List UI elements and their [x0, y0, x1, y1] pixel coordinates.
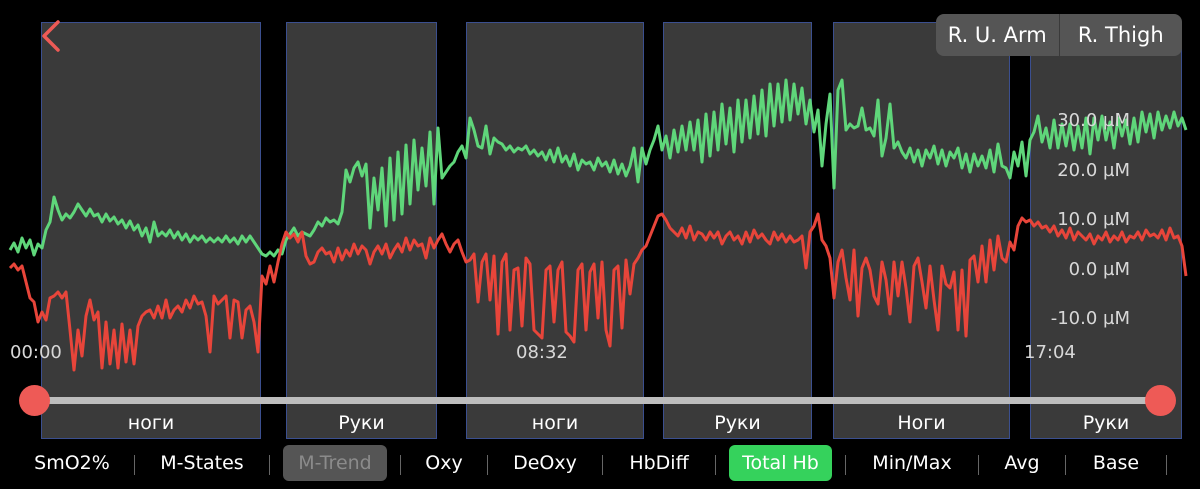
tab-oxy[interactable]: Oxy	[425, 452, 463, 474]
tab-divider	[1065, 455, 1066, 475]
segment-label: Руки	[1082, 412, 1130, 434]
limb-button-r-u-arm[interactable]: R. U. Arm	[947, 23, 1047, 47]
range-end-handle[interactable]	[1145, 385, 1176, 416]
range-start-handle[interactable]	[19, 385, 50, 416]
tab-hbdiff[interactable]: HbDiff	[629, 452, 689, 474]
back-button[interactable]	[38, 18, 68, 54]
tab-divider	[715, 455, 716, 475]
segment-label: ноги	[127, 412, 175, 434]
segment-2[interactable]: Руки	[286, 22, 437, 439]
tab-deoxy[interactable]: DeOxy	[513, 452, 577, 474]
y-tick-label: 10.0 µM	[1057, 209, 1130, 230]
segment-5[interactable]: Ноги	[833, 22, 1010, 439]
tab-divider	[845, 455, 846, 475]
segment-label: Руки	[338, 412, 385, 434]
tab-m-trend[interactable]: M-Trend	[283, 445, 387, 481]
time-label-mid: 08:32	[516, 342, 568, 363]
segment-1[interactable]: ноги	[41, 22, 261, 439]
time-range-slider-track[interactable]	[32, 397, 1162, 404]
tab-base[interactable]: Base	[1092, 452, 1140, 474]
tab-divider	[134, 455, 135, 475]
y-tick-label: 30.0 µM	[1057, 110, 1130, 131]
limb-selector: R. U. Arm R. Thigh	[936, 14, 1182, 56]
limb-button-r-thigh[interactable]: R. Thigh	[1058, 14, 1183, 56]
segment-4[interactable]: Руки	[663, 22, 812, 439]
segment-6[interactable]: Руки	[1030, 22, 1182, 439]
tab-divider	[978, 455, 979, 475]
tab-divider	[269, 455, 270, 475]
time-label-end: 17:04	[1024, 342, 1076, 363]
segment-label: Ноги	[897, 412, 946, 434]
time-label-start: 00:00	[10, 342, 62, 363]
tab-divider	[1166, 455, 1167, 475]
y-tick-label: 0.0 µM	[1068, 259, 1130, 280]
segment-3[interactable]: ноги	[466, 22, 644, 439]
segment-label: ноги	[531, 412, 579, 434]
tab-min-max[interactable]: Min/Max	[872, 452, 952, 474]
tab-divider	[487, 455, 488, 475]
mode-tab-bar: SmO2% M-States M-Trend Oxy DeOxy HbDiff …	[0, 445, 1200, 481]
y-tick-label: 20.0 µM	[1057, 160, 1130, 181]
y-tick-label: -10.0 µM	[1050, 308, 1130, 329]
segment-label: Руки	[714, 412, 761, 434]
tab-smo2[interactable]: SmO2%	[34, 452, 110, 474]
tab-total-hb[interactable]: Total Hb	[729, 445, 832, 481]
tab-avg[interactable]: Avg	[1004, 452, 1040, 474]
tab-divider	[602, 455, 603, 475]
tab-m-states[interactable]: M-States	[160, 452, 244, 474]
chevron-left-icon	[42, 20, 60, 52]
tab-divider	[400, 455, 401, 475]
